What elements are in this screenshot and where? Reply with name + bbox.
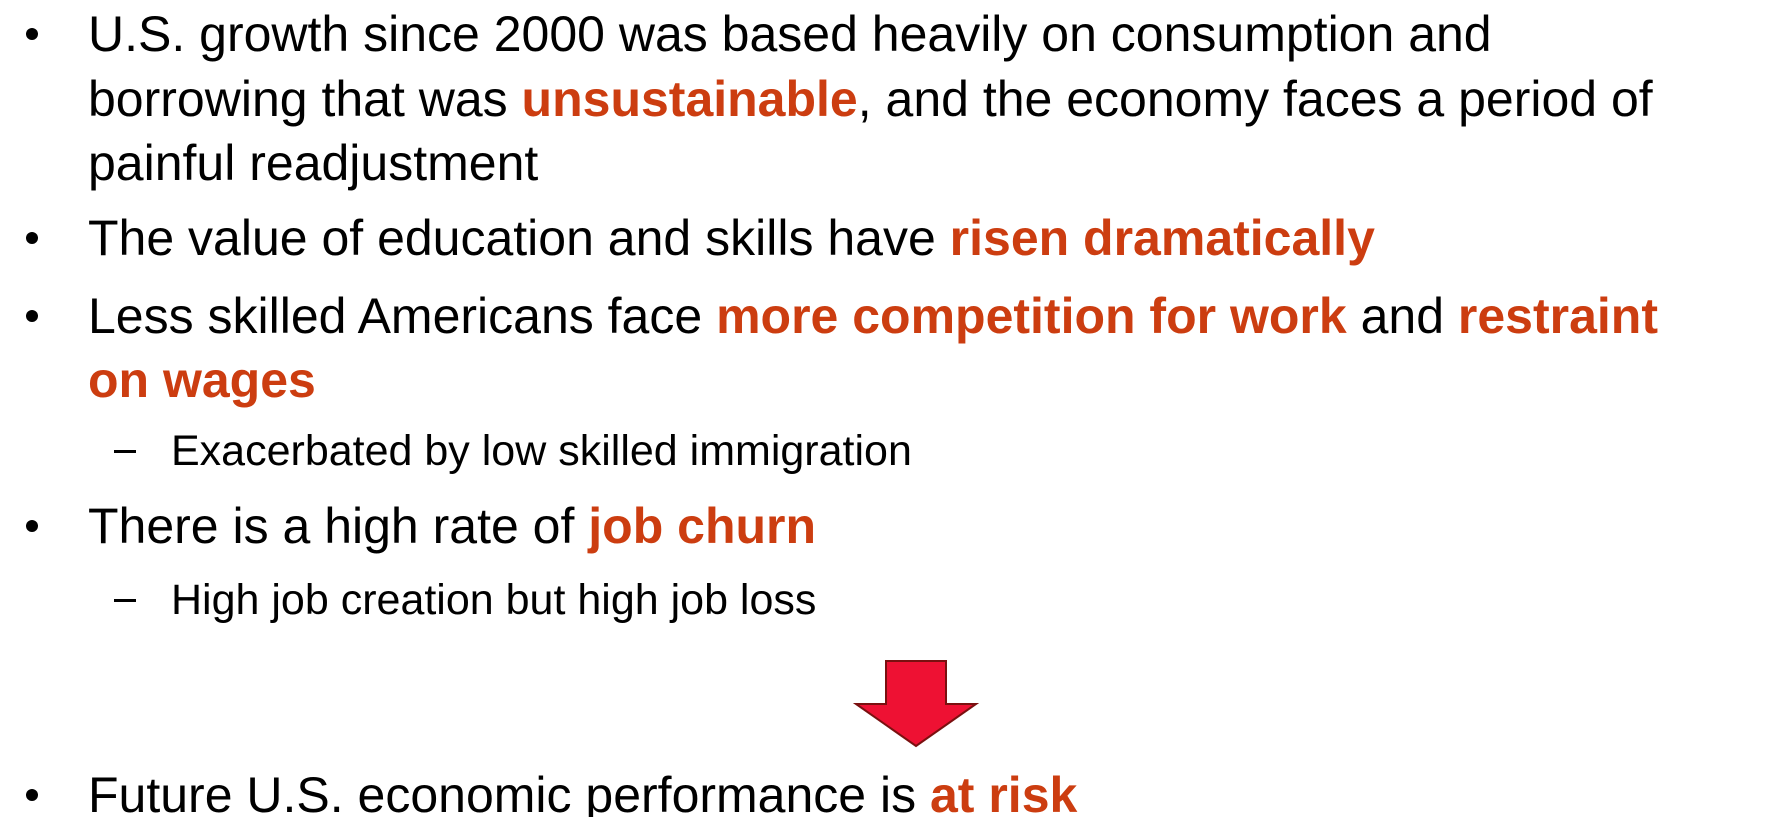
bullet-text: on wages — [88, 352, 316, 408]
emphasis-text: restraint — [1458, 288, 1658, 344]
sub-bullet-text: High job creation but high job loss — [171, 576, 816, 624]
bullet-text: Future U.S. economic performance is at r… — [88, 767, 1078, 817]
text-run: The value of education and skills have — [88, 210, 950, 266]
emphasis-text: at risk — [930, 767, 1078, 817]
bullet — [26, 520, 38, 532]
dash — [114, 450, 136, 453]
emphasis-text: job churn — [587, 498, 816, 554]
emphasis-text: on wages — [88, 352, 316, 408]
text-run: U.S. growth since 2000 was based heavily… — [88, 6, 1492, 62]
bullet-text: borrowing that was unsustainable, and th… — [88, 71, 1653, 127]
bullet-text: painful readjustment — [88, 135, 538, 191]
bullet-text: There is a high rate of job churn — [88, 498, 816, 554]
text-run: borrowing that was — [88, 71, 522, 127]
text-run: There is a high rate of — [88, 498, 588, 554]
text-run: painful readjustment — [88, 135, 538, 191]
bullet — [26, 28, 38, 40]
bullet — [26, 310, 38, 322]
bullet — [26, 789, 38, 801]
down-arrow — [852, 660, 980, 748]
text-run: Future U.S. economic performance is — [88, 767, 930, 817]
dash — [114, 599, 136, 602]
text-run: and — [1347, 288, 1458, 344]
emphasis-text: risen dramatically — [950, 210, 1375, 266]
text-run: , and the economy faces a period of — [858, 71, 1653, 127]
bullet-text: The value of education and skills have r… — [88, 210, 1375, 266]
bullet — [26, 232, 38, 244]
text-run: Exacerbated by low skilled immigration — [171, 427, 912, 475]
text-run: High job creation but high job loss — [171, 576, 816, 624]
bullet-text: U.S. growth since 2000 was based heavily… — [88, 6, 1492, 62]
emphasis-text: more competition for work — [716, 288, 1347, 344]
sub-bullet-text: Exacerbated by low skilled immigration — [171, 427, 912, 475]
bullet-text: Less skilled Americans face more competi… — [88, 288, 1658, 344]
emphasis-text: unsustainable — [522, 71, 858, 127]
text-run: Less skilled Americans face — [88, 288, 716, 344]
